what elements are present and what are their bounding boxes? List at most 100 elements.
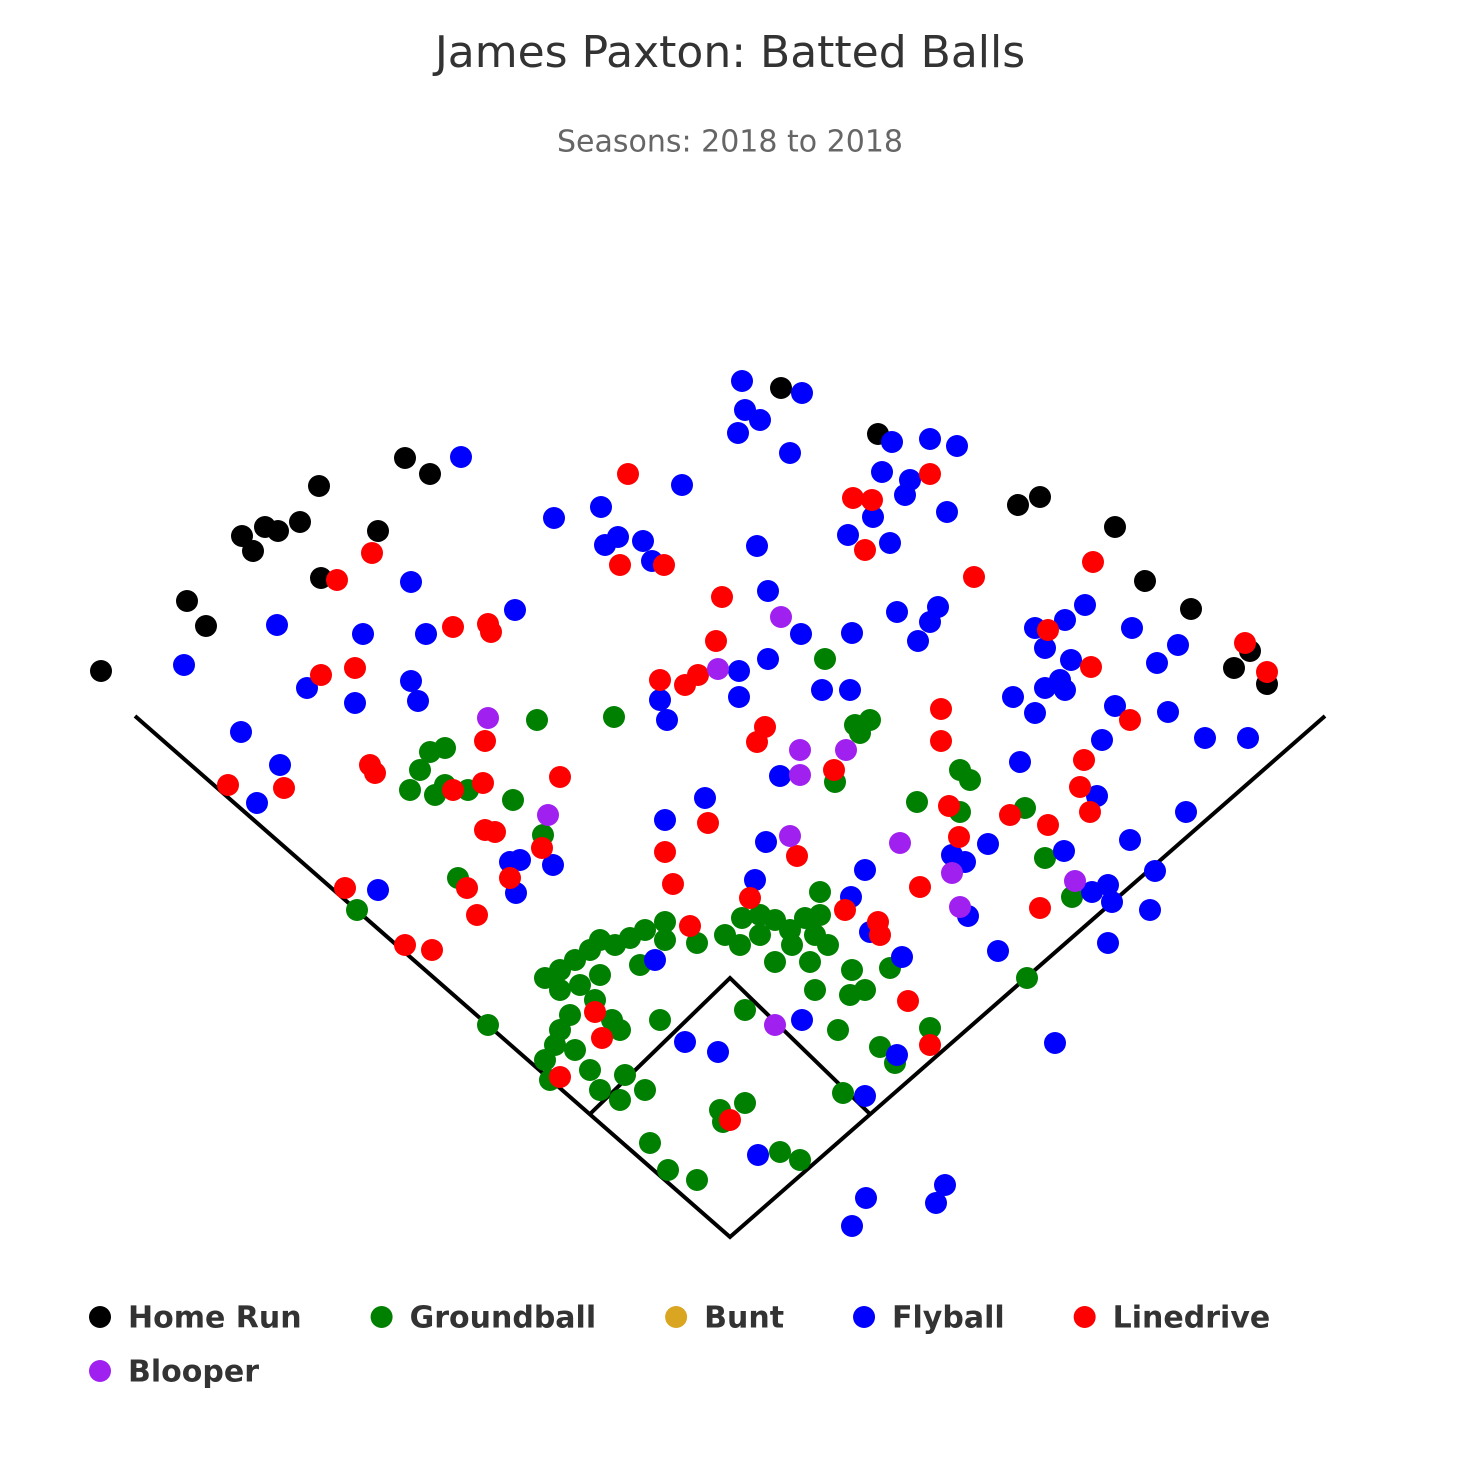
point — [242, 540, 264, 562]
legend-item[interactable]: Linedrive — [1073, 1301, 1271, 1336]
legend-marker[interactable] — [665, 1306, 688, 1328]
point — [936, 501, 958, 523]
point — [747, 1144, 769, 1166]
point — [484, 821, 506, 843]
point — [757, 648, 779, 670]
point — [1167, 634, 1189, 656]
point — [649, 1009, 671, 1031]
point — [728, 686, 750, 708]
point — [644, 949, 666, 971]
legend-item[interactable]: Bunt — [665, 1301, 784, 1336]
point — [1175, 801, 1197, 823]
point — [1091, 729, 1113, 751]
point — [817, 934, 839, 956]
points — [90, 370, 1278, 1237]
legend-label[interactable]: Flyball — [892, 1301, 1005, 1336]
point — [1002, 686, 1024, 708]
point — [686, 932, 708, 954]
legend-label[interactable]: Groundball — [410, 1301, 597, 1336]
point — [1009, 751, 1031, 773]
legend-label[interactable]: Home Run — [128, 1301, 302, 1336]
point — [749, 409, 771, 431]
point — [941, 844, 963, 866]
point — [769, 1141, 791, 1163]
point — [267, 520, 289, 542]
point — [919, 428, 941, 450]
point — [755, 831, 777, 853]
point — [757, 580, 779, 602]
legend-marker[interactable] — [370, 1306, 393, 1328]
point — [770, 377, 792, 399]
legend-item[interactable]: Home Run — [89, 1301, 302, 1336]
point — [1044, 1032, 1066, 1054]
point — [919, 1034, 941, 1056]
legend-item[interactable]: Flyball — [853, 1301, 1005, 1336]
point — [1029, 486, 1051, 508]
legend-label[interactable]: Linedrive — [1113, 1301, 1271, 1336]
point — [1029, 897, 1051, 919]
point — [1037, 814, 1059, 836]
legend-marker[interactable] — [89, 1306, 111, 1328]
point — [919, 463, 941, 485]
point — [400, 571, 422, 593]
point — [656, 709, 678, 731]
point — [310, 664, 332, 686]
point — [946, 435, 968, 457]
point — [442, 779, 464, 801]
point — [1082, 551, 1104, 573]
point — [407, 690, 429, 712]
point — [296, 677, 318, 699]
point — [809, 881, 831, 903]
point — [781, 934, 803, 956]
point — [881, 431, 903, 453]
point — [841, 959, 863, 981]
legend-item[interactable]: Groundball — [370, 1301, 597, 1336]
point — [269, 754, 291, 776]
point — [361, 542, 383, 564]
point — [480, 621, 502, 643]
point — [364, 762, 386, 784]
point — [804, 979, 826, 1001]
point — [601, 1009, 623, 1031]
point — [949, 896, 971, 918]
point — [948, 826, 970, 848]
point — [1081, 881, 1103, 903]
point — [614, 1064, 636, 1086]
point — [609, 554, 631, 576]
point — [862, 506, 884, 528]
legend-marker[interactable] — [853, 1306, 876, 1328]
point — [90, 660, 112, 682]
point — [442, 616, 464, 638]
legend-label[interactable]: Blooper — [128, 1355, 259, 1390]
point — [590, 496, 612, 518]
point — [326, 569, 348, 591]
legend-marker[interactable] — [1073, 1306, 1096, 1328]
point — [839, 679, 861, 701]
point — [308, 475, 330, 497]
point — [1180, 598, 1202, 620]
point — [734, 999, 756, 1021]
point — [679, 915, 701, 937]
point — [886, 1044, 908, 1066]
point — [273, 777, 295, 799]
point — [450, 446, 472, 468]
point — [999, 804, 1021, 826]
point — [814, 648, 836, 670]
legend-marker[interactable] — [89, 1360, 111, 1382]
point — [694, 787, 716, 809]
point — [697, 812, 719, 834]
point — [591, 1027, 613, 1049]
point — [1024, 702, 1046, 724]
point — [849, 722, 871, 744]
point — [434, 737, 456, 759]
legend-label[interactable]: Bunt — [704, 1301, 784, 1336]
point — [779, 442, 801, 464]
point — [466, 904, 488, 926]
point — [1223, 657, 1245, 679]
legend-item[interactable]: Blooper — [89, 1355, 259, 1390]
point — [786, 845, 808, 867]
point — [886, 601, 908, 623]
point — [217, 774, 239, 796]
point — [823, 759, 845, 781]
